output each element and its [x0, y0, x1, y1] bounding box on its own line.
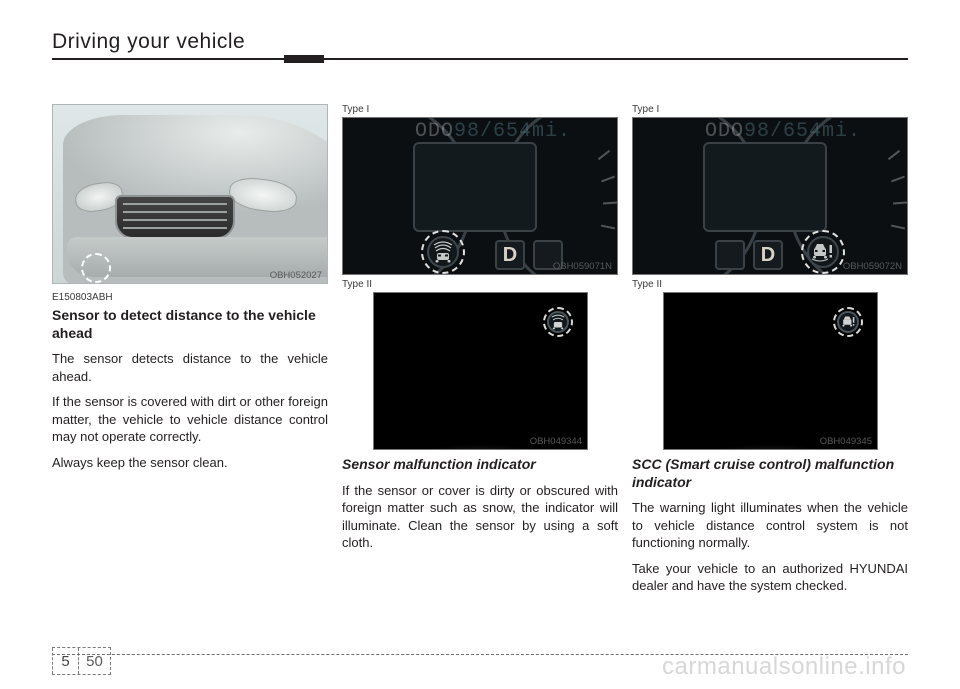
sensor-warning-icon: [427, 236, 459, 268]
scc-malfunction-icon: [807, 236, 839, 268]
vehicle-front-figure: OBH052027: [52, 104, 328, 284]
page-footer: 5 50: [52, 647, 111, 675]
cluster-figure-type1: ODO98/654mi. D: [632, 117, 908, 275]
paragraph: The warning light illuminates when the v…: [632, 499, 908, 552]
watermark: carmanualsonline.info: [662, 653, 906, 681]
lcd-display: [373, 292, 588, 450]
chapter-number: 5: [52, 648, 78, 674]
section-title: Driving your vehicle: [52, 30, 908, 54]
scc-malfunction-indicator-highlight: [801, 230, 845, 274]
paragraph: Always keep the sensor clean.: [52, 454, 328, 472]
page-number: 50: [78, 648, 110, 674]
scc-malfunction-icon: [837, 311, 859, 333]
scc-malfunction-indicator-highlight: [833, 307, 863, 337]
figure-type-label: Type I: [632, 104, 908, 115]
sensor-highlight-circle: [81, 253, 111, 283]
caption-code: E150803ABH: [52, 292, 328, 303]
cluster-figure-type1: ODO98/654mi. D: [342, 117, 618, 275]
caption-heading: Sensor to detect distance to the vehicle…: [52, 307, 328, 342]
odometer: ODO98/654mi.: [693, 120, 873, 143]
sensor-warning-icon: [547, 311, 569, 333]
column-2: Type I ODO98/654mi. D: [342, 104, 618, 603]
caption-heading-italic: SCC (Smart cruise control) malfunction i…: [632, 456, 908, 491]
caption-heading-italic: Sensor malfunction indicator: [342, 456, 618, 474]
gear-indicator: D: [495, 240, 525, 270]
paragraph: Take your vehicle to an authorized HYUND…: [632, 560, 908, 595]
figure-type-label: Type II: [632, 279, 908, 290]
instrument-cluster: ODO98/654mi. D: [342, 117, 618, 275]
figure-code: OBH059071N: [553, 261, 612, 272]
paragraph: If the sensor or cover is dirty or obscu…: [342, 482, 618, 552]
paragraph: The sensor detects distance to the vehic…: [52, 350, 328, 385]
figure-type-label: Type II: [342, 279, 618, 290]
cluster-figure-type2: OBH049345: [632, 292, 908, 450]
header-rule: [52, 58, 908, 60]
lcd-display: [663, 292, 878, 450]
odometer: ODO98/654mi.: [403, 120, 583, 143]
figure-code: OBH059072N: [843, 261, 902, 272]
instrument-cluster: ODO98/654mi. D: [632, 117, 908, 275]
page: Driving your vehicle: [0, 0, 960, 689]
sensor-warning-indicator-highlight: [421, 230, 465, 274]
figure-code: OBH049345: [820, 436, 872, 447]
column-3: Type I ODO98/654mi. D: [632, 104, 908, 603]
figure-code: OBH049344: [530, 436, 582, 447]
paragraph: If the sensor is covered with dirt or ot…: [52, 393, 328, 446]
content-columns: OBH052027 E150803ABH Sensor to detect di…: [52, 104, 908, 603]
figure-code: OBH052027: [270, 270, 322, 281]
cluster-figure-type2: OBH049344: [342, 292, 618, 450]
figure-type-label: Type I: [342, 104, 618, 115]
car-illustration: [52, 104, 328, 284]
sensor-warning-indicator-highlight: [543, 307, 573, 337]
column-1: OBH052027 E150803ABH Sensor to detect di…: [52, 104, 328, 603]
gear-indicator: D: [753, 240, 783, 270]
